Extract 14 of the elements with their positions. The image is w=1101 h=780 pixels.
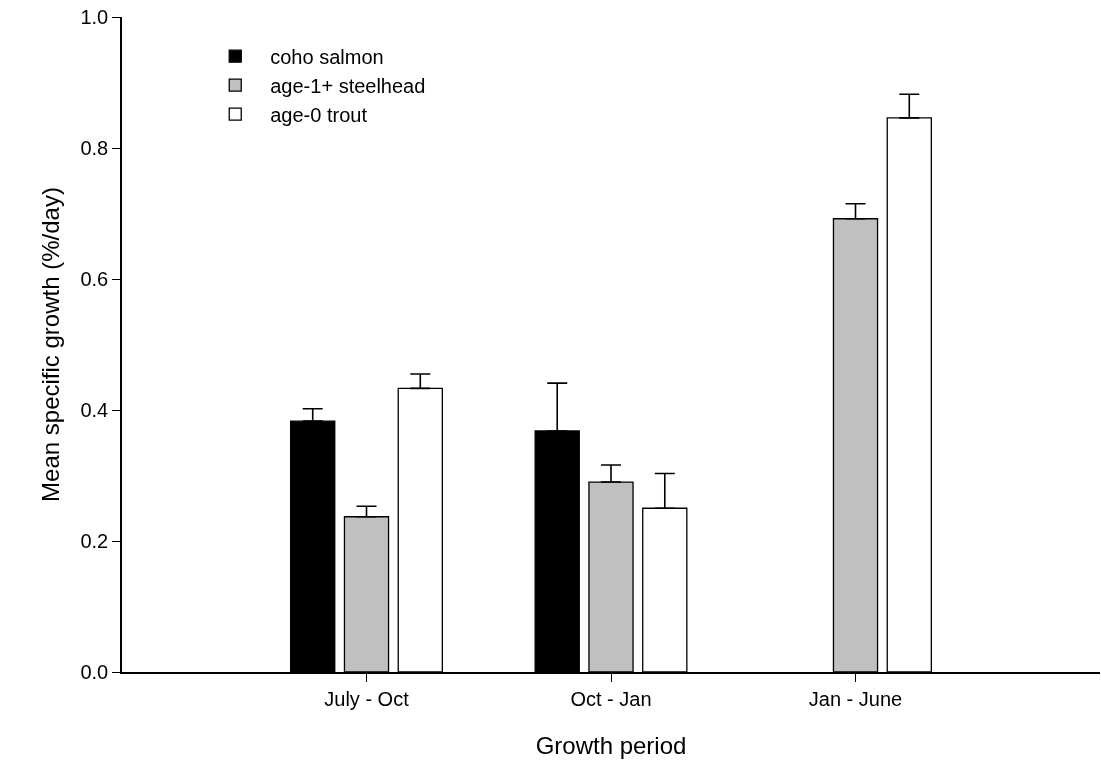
legend-label: age-1+ steelhead [270, 74, 426, 97]
y-tick-label: 0.8 [80, 137, 109, 159]
x-tick-label: July - Oct [324, 688, 410, 710]
y-tick-label: 1.0 [80, 6, 109, 28]
x-tick-label: Jan - June [808, 688, 903, 710]
y-tick-label: 0.2 [80, 530, 109, 552]
x-tick-label: Oct - Jan [570, 688, 652, 710]
y-axis-title: Mean specific growth (%/day) [37, 187, 65, 502]
y-tick-label: 0.0 [80, 661, 109, 683]
y-tick-label: 0.4 [80, 399, 109, 421]
legend-label: coho salmon [270, 45, 384, 68]
x-axis-title: Growth period [535, 731, 687, 759]
legend-label: age-0 trout [270, 103, 368, 126]
y-tick-label: 0.6 [80, 268, 109, 290]
